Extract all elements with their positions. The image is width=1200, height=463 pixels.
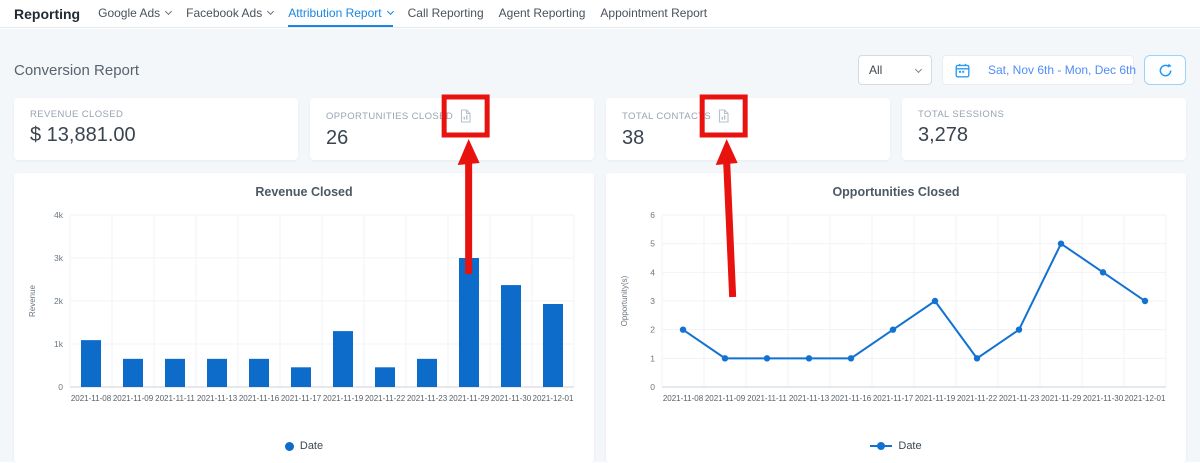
chart-legend[interactable]: Date <box>618 433 1174 459</box>
svg-text:Opportunity(s): Opportunity(s) <box>620 275 629 326</box>
calendar-icon <box>955 63 970 78</box>
svg-text:5: 5 <box>650 239 655 249</box>
svg-text:2021-11-11: 2021-11-11 <box>155 394 195 403</box>
nav-tab-call-reporting[interactable]: Call Reporting <box>408 0 484 27</box>
svg-text:1k: 1k <box>54 339 64 349</box>
nav-tab-appointment-report[interactable]: Appointment Report <box>600 0 707 27</box>
opportunities-closed-chart[interactable]: 0 1 2 3 4 5 6 2021-11-08 2021-11-09 2021-11-11 202… <box>618 201 1174 433</box>
chevron-down-icon <box>386 7 394 16</box>
nav-tab-label: Facebook Ads <box>186 5 263 20</box>
nav-tab-label: Call Reporting <box>407 5 484 20</box>
svg-text:3: 3 <box>650 296 655 306</box>
stat-card-total-sessions: TOTAL SESSIONS 3,278 <box>902 98 1186 160</box>
opportunities-closed-chart-card: Opportunities Closed 0 1 2 3 4 5 6 2021-11-08 20… <box>606 173 1186 463</box>
file-export-icon[interactable] <box>459 109 472 123</box>
legend-line-dot-icon <box>870 442 893 450</box>
stat-value: 38 <box>622 127 645 149</box>
nav-tabs: Google Ads Facebook Ads Attribution Repo… <box>98 0 707 27</box>
svg-text:2021-11-13: 2021-11-13 <box>789 394 830 403</box>
nav-tab-agent-reporting[interactable]: Agent Reporting <box>499 0 586 27</box>
stat-value: $ 13,881.00 <box>30 124 136 146</box>
svg-text:6: 6 <box>650 210 655 220</box>
svg-text:2021-11-29: 2021-11-29 <box>1041 394 1082 403</box>
stat-card-revenue-closed: REVENUE CLOSED $ 13,881.00 <box>14 98 298 160</box>
svg-text:2021-11-23: 2021-11-23 <box>407 394 448 403</box>
svg-text:2021-11-17: 2021-11-17 <box>281 394 322 403</box>
stat-card-opportunities-closed: OPPORTUNITIES CLOSED 26 <box>310 98 594 160</box>
chevron-down-icon <box>914 65 923 73</box>
svg-text:2021-11-30: 2021-11-30 <box>1083 394 1124 403</box>
svg-text:4k: 4k <box>54 210 64 220</box>
chart-title: Revenue Closed <box>255 185 353 199</box>
file-export-icon[interactable] <box>717 109 730 123</box>
svg-text:2021-11-19: 2021-11-19 <box>915 394 956 403</box>
svg-text:2021-11-08: 2021-11-08 <box>663 394 704 403</box>
stat-label: TOTAL SESSIONS <box>918 109 1005 120</box>
stat-label: TOTAL CONTACTS <box>622 110 712 122</box>
report-title: Conversion Report <box>14 61 140 79</box>
svg-text:3k: 3k <box>54 253 64 263</box>
svg-text:2021-11-29: 2021-11-29 <box>449 394 490 403</box>
filter-selected-value: All <box>869 63 883 77</box>
charts-row: Revenue Closed 0 1k 2k 3k 4k 2021-11-08 2021-1… <box>0 160 1200 463</box>
chevron-down-icon <box>165 7 173 16</box>
nav-tab-label: Appointment Report <box>600 5 708 20</box>
svg-text:2021-11-09: 2021-11-09 <box>705 394 746 403</box>
svg-text:2021-11-09: 2021-11-09 <box>113 394 154 403</box>
svg-text:2021-11-19: 2021-11-19 <box>323 394 364 403</box>
nav-tab-label: Google Ads <box>98 5 161 20</box>
chevron-down-icon <box>267 7 275 16</box>
stats-row: REVENUE CLOSED $ 13,881.00 OPPORTUNITIES… <box>0 89 1200 160</box>
svg-text:2021-11-30: 2021-11-30 <box>491 394 532 403</box>
svg-text:2021-12-01: 2021-12-01 <box>1125 394 1166 403</box>
stat-label: OPPORTUNITIES CLOSED <box>326 110 454 122</box>
date-range-picker[interactable]: Sat, Nov 6th - Mon, Dec 6th <box>942 55 1137 85</box>
legend-dot-icon <box>284 441 294 451</box>
legend-label: Date <box>898 440 922 452</box>
svg-text:0: 0 <box>58 382 63 392</box>
svg-text:2k: 2k <box>54 296 64 306</box>
refresh-icon <box>1158 63 1173 78</box>
revenue-closed-chart[interactable]: 0 1k 2k 3k 4k 2021-11-08 2021-11-09 2021-11-11 2… <box>26 201 582 433</box>
refresh-button[interactable] <box>1144 55 1186 85</box>
svg-text:2: 2 <box>650 325 655 335</box>
stat-value: 3,278 <box>918 124 969 146</box>
nav-tab-label: Agent Reporting <box>498 5 586 20</box>
report-header: Conversion Report All <box>0 29 1200 89</box>
stat-card-total-contacts: TOTAL CONTACTS 38 <box>606 98 890 160</box>
top-nav: Reporting Google Ads Facebook Ads Attrib… <box>0 0 1200 28</box>
nav-tab-facebook-ads[interactable]: Facebook Ads <box>186 0 275 27</box>
header-controls: All Sat, Nov 6th - Mon, <box>858 55 1186 85</box>
stat-value: 26 <box>326 127 349 149</box>
legend-label: Date <box>299 440 324 452</box>
filter-select[interactable]: All <box>858 55 932 85</box>
svg-text:2021-11-08: 2021-11-08 <box>71 394 112 403</box>
svg-text:1: 1 <box>650 353 655 363</box>
svg-text:2021-11-16: 2021-11-16 <box>239 394 280 403</box>
nav-tab-google-ads[interactable]: Google Ads <box>98 0 173 27</box>
revenue-closed-chart-card: Revenue Closed 0 1k 2k 3k 4k 2021-11-08 2021-1… <box>14 173 594 463</box>
svg-text:2021-11-16: 2021-11-16 <box>831 394 872 403</box>
nav-tab-label: Attribution Report <box>288 5 382 20</box>
date-range-value: Sat, Nov 6th - Mon, Dec 6th <box>988 63 1137 77</box>
chart-legend[interactable]: Date <box>26 433 582 459</box>
chart-title: Opportunities Closed <box>832 185 960 199</box>
svg-text:Revenue: Revenue <box>28 284 37 317</box>
page-title: Reporting <box>14 5 81 22</box>
svg-text:0: 0 <box>650 382 655 392</box>
svg-text:2021-11-13: 2021-11-13 <box>197 394 238 403</box>
content-area: Conversion Report All <box>0 29 1200 463</box>
svg-text:2021-12-01: 2021-12-01 <box>533 394 574 403</box>
svg-text:2021-11-22: 2021-11-22 <box>957 394 998 403</box>
svg-text:2021-11-23: 2021-11-23 <box>999 394 1040 403</box>
nav-tab-attribution-report[interactable]: Attribution Report <box>288 0 394 27</box>
svg-text:2021-11-17: 2021-11-17 <box>873 394 914 403</box>
svg-text:4: 4 <box>650 267 655 277</box>
svg-text:2021-11-11: 2021-11-11 <box>747 394 787 403</box>
svg-text:2021-11-22: 2021-11-22 <box>365 394 406 403</box>
stat-label: REVENUE CLOSED <box>30 109 124 120</box>
